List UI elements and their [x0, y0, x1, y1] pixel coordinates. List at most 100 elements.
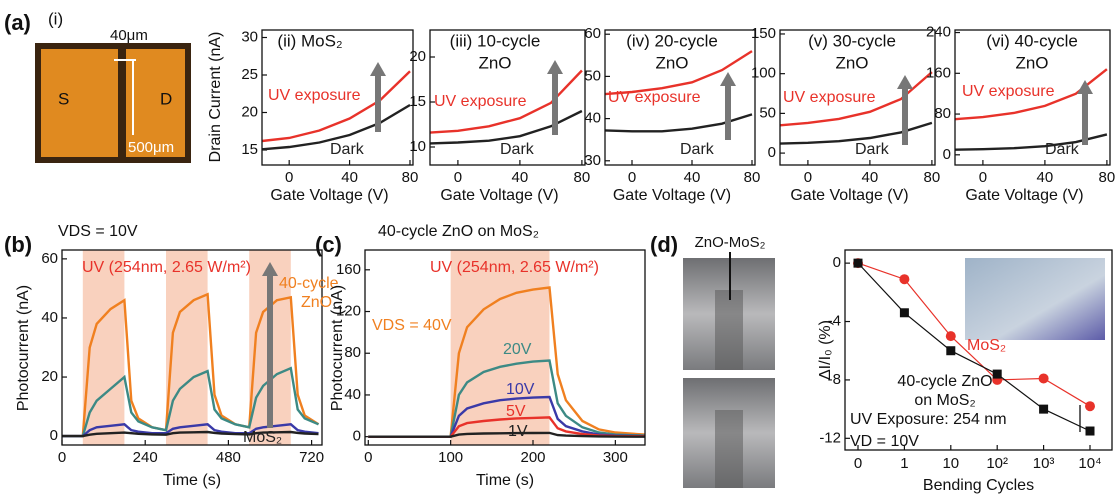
series-label: UV exposure — [434, 93, 527, 110]
y-tick-label: 50 — [584, 67, 601, 84]
y-tick-label: 80 — [344, 344, 361, 361]
y-tick-label: 80 — [934, 105, 951, 122]
series-line — [262, 71, 410, 141]
marker — [1039, 405, 1048, 414]
panel-label: (a) — [4, 10, 31, 35]
x-axis-label: Gate Voltage (V) — [613, 187, 731, 204]
marker — [1039, 373, 1049, 383]
y-tick-label: 15 — [409, 93, 426, 110]
uv-period — [451, 250, 550, 445]
x-tick-label: 40 — [341, 169, 358, 186]
figure: (a) (b) (c) (d) (i) S D 40μm 500μm ZnO-M… — [0, 0, 1118, 498]
annotation: UV Exposure: 254 nm — [850, 411, 1007, 428]
series-label: MoS₂ — [967, 337, 1006, 354]
x-tick-label: 0 — [628, 169, 636, 186]
x-tick-label: 100 — [438, 449, 463, 466]
chart-title: ZnO — [1015, 53, 1048, 72]
series-label: 40-cycle ZnO — [897, 373, 992, 390]
x-tick-label: 0 — [454, 169, 462, 186]
panel-label: (c) — [315, 232, 342, 257]
x-tick-label: 0 — [285, 169, 293, 186]
x-tick-label: 10² — [986, 455, 1008, 472]
x-tick-label: 0 — [58, 449, 66, 466]
marker — [993, 370, 1002, 379]
arrow-head — [370, 62, 386, 76]
y-tick-label: 15 — [241, 141, 258, 158]
chart-title: ZnO — [478, 53, 511, 72]
y-tick-label: 25 — [241, 66, 258, 83]
micrograph-text: 500μm — [128, 139, 174, 156]
x-tick-label: 80 — [574, 169, 591, 186]
y-tick-label: 150 — [751, 25, 776, 42]
marker — [900, 308, 909, 317]
x-tick-label: 240 — [133, 449, 158, 466]
x-tick-label: 0 — [979, 169, 987, 186]
series-label: UV exposure — [608, 89, 701, 106]
x-tick-label: 80 — [744, 169, 761, 186]
y-tick-label: 0 — [768, 144, 776, 161]
marker — [1085, 401, 1095, 411]
x-axis-label: Time (s) — [163, 472, 221, 489]
marker — [1086, 427, 1095, 436]
x-tick-label: 80 — [402, 169, 419, 186]
y-tick-label: 240 — [926, 24, 951, 41]
series-label: Dark — [855, 141, 890, 158]
y-tick-label: 60 — [41, 250, 58, 267]
y-tick-label: 60 — [584, 25, 601, 42]
chart-title: (iv) 20-cycle — [626, 31, 718, 50]
y-tick-label: 0 — [50, 427, 58, 444]
x-tick-label: 10⁴ — [1078, 455, 1101, 472]
y-tick-label: 30 — [241, 28, 258, 45]
y-axis-label: Photocurrent (nA) — [15, 285, 32, 411]
chart-title: (vi) 40-cycle — [986, 31, 1078, 50]
annotation: UV (254nm, 2.65 W/m²) — [82, 259, 251, 276]
x-tick-label: 40 — [862, 169, 879, 186]
y-tick-label: 40 — [344, 386, 361, 403]
inset-photo — [965, 258, 1105, 340]
y-axis-label: ΔI/I₀ (%) — [817, 320, 834, 380]
x-tick-label: 0 — [854, 455, 862, 472]
series-label: Dark — [680, 141, 715, 158]
arrow-head — [720, 72, 736, 86]
series-label: ZnO — [301, 294, 332, 311]
y-tick-label: 20 — [41, 368, 58, 385]
y-tick-label: 0 — [833, 254, 841, 271]
arrow-head — [547, 60, 563, 74]
photo-label: ZnO-MoS₂ — [695, 234, 766, 251]
annotation: VD = 10V — [850, 433, 919, 450]
x-tick-label: 480 — [216, 449, 241, 466]
x-tick-label: 300 — [603, 449, 628, 466]
annotation: UV (254nm, 2.65 W/m²) — [430, 259, 599, 276]
x-axis-label: Gate Voltage (V) — [270, 187, 388, 204]
x-axis-label: Gate Voltage (V) — [965, 187, 1083, 204]
photo-sample — [715, 410, 743, 488]
y-axis-label: Drain Current (nA) — [207, 32, 224, 163]
x-tick-label: 0 — [804, 169, 812, 186]
series-label: MoS₂ — [243, 429, 282, 446]
chart-title: (ii) MoS₂ — [277, 31, 342, 50]
x-axis-label: Bending Cycles — [923, 477, 1034, 494]
y-tick-label: 0 — [353, 428, 361, 445]
chart-title: ZnO — [655, 53, 688, 72]
y-tick-label: 30 — [584, 152, 601, 169]
chart-title: 40-cycle ZnO on MoS₂ — [378, 223, 539, 240]
series-label: UV exposure — [783, 89, 876, 106]
x-tick-label: 40 — [1037, 169, 1054, 186]
y-tick-label: 40 — [584, 110, 601, 127]
x-axis-label: Time (s) — [476, 472, 534, 489]
series-line — [430, 111, 582, 143]
series-label: Dark — [500, 141, 535, 158]
y-tick-label: 20 — [241, 103, 258, 120]
x-axis-label: Gate Voltage (V) — [790, 187, 908, 204]
marker — [899, 274, 909, 284]
annotation: VDS = 10V — [58, 223, 138, 240]
y-tick-label: 10 — [409, 138, 426, 155]
x-tick-label: 40 — [684, 169, 701, 186]
series-label: 20V — [503, 341, 532, 358]
photo-sample — [715, 290, 743, 370]
y-tick-label: 50 — [759, 104, 776, 121]
y-tick-label: 160 — [336, 261, 361, 278]
marker — [946, 331, 956, 341]
x-tick-label: 720 — [299, 449, 324, 466]
micrograph-label: (i) — [48, 9, 63, 28]
